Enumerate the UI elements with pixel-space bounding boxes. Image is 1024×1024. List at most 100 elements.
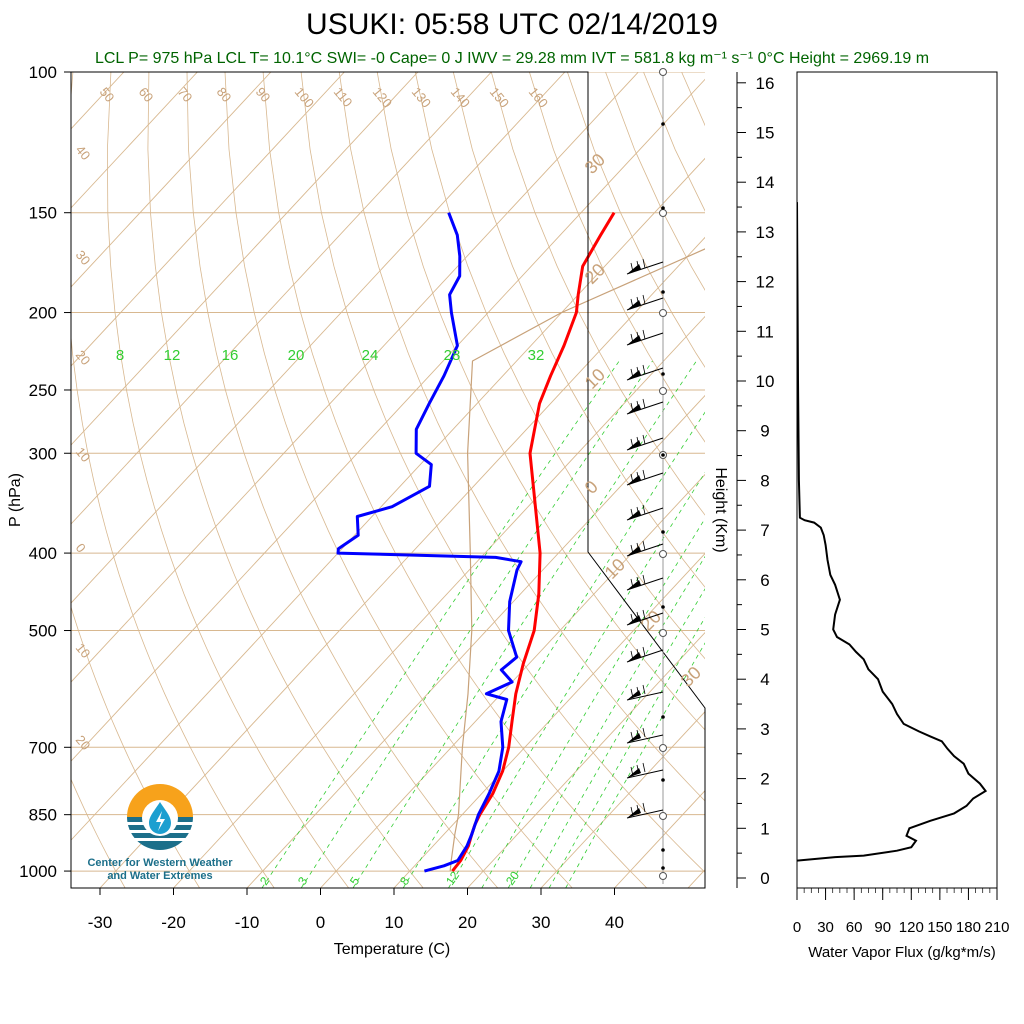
pressure-tick-label: 500 [29, 622, 57, 641]
cw3e-logo: Center for Western Weather and Water Ext… [85, 782, 235, 883]
mixing-ratio-lower-label: 5 [347, 874, 362, 888]
wind-barb [626, 574, 664, 591]
barb-level-dot [661, 290, 665, 294]
isotherm-line [173, 315, 705, 888]
isotherm-line [71, 157, 705, 841]
y-axis-label: P (hPa) [7, 473, 24, 527]
pressure-tick-label: 700 [29, 738, 57, 757]
isotherm-label: 20 [73, 732, 94, 753]
mixing-ratio-label: 32 [528, 347, 545, 364]
mixing-ratio-line [448, 471, 705, 888]
mixing-ratio-label: 12 [164, 347, 181, 364]
height-tick-label: 14 [756, 173, 775, 192]
mixing-ratio-lower-label: 2 [257, 874, 272, 888]
flux-axis-label: Water Vapor Flux (g/kg*m/s) [808, 944, 996, 961]
flux-tick-label: 60 [846, 919, 863, 936]
adiabat-label: 130 [409, 84, 434, 110]
dry-adiabat [376, 72, 705, 731]
flux-panel: 0 30 60 90 120 150 180 210 Water Vapor Flux (g/k… [793, 71, 1010, 961]
barb-level-marker [659, 68, 667, 76]
isotherm-label: 40 [73, 142, 94, 163]
mixing-ratio-label: 28 [444, 347, 461, 364]
height-tick-label: 16 [756, 74, 775, 93]
adiabat-label: 110 [331, 84, 356, 110]
wind-barb [626, 802, 664, 819]
height-tick-label: 9 [760, 422, 769, 441]
flux-tick-label: 210 [984, 919, 1009, 936]
logo-text: Center for Western Weather and Water Ext… [85, 857, 235, 883]
dry-adiabat [452, 72, 705, 588]
wind-barb [626, 609, 664, 626]
dry-adiabat [414, 72, 705, 660]
chart-subtitle: LCL P= 975 hPa LCL T= 10.1°C SWI= -0 Cap… [94, 50, 930, 67]
adiabat-label: 60 [136, 84, 157, 105]
isotherm-label: 30 [73, 247, 94, 268]
series-parcel [449, 248, 705, 872]
flux-tick-label: 0 [793, 919, 801, 936]
mixing-ratio-label: 8 [116, 347, 124, 364]
wind-barb [626, 504, 664, 521]
barb-level-marker [659, 872, 667, 880]
wind-barb [626, 398, 664, 415]
isotherm-line [71, 78, 705, 762]
adiabat-label: 150 [487, 84, 512, 110]
barb-level-dot [661, 453, 665, 457]
temperature-tick-label: 10 [385, 913, 404, 932]
adiabat-label: 160 [526, 84, 551, 110]
dry-adiabat [300, 72, 705, 873]
height-tick-label: 0 [760, 869, 769, 888]
height-tick-label: 5 [760, 621, 769, 640]
isotherm-right-label: 0 [581, 477, 602, 498]
dry-adiabat [681, 72, 705, 127]
isotherm-line [71, 72, 272, 288]
temperature-tick-label: 0 [316, 913, 325, 932]
temperature-tick-label: -20 [161, 913, 186, 932]
isotherm-line [99, 236, 705, 888]
dry-adiabat [147, 72, 424, 888]
dry-adiabat [834, 72, 1024, 888]
wind-barb [626, 294, 664, 311]
logo-line-1: Center for Western Weather [87, 857, 233, 869]
mixing-ratio-line [261, 360, 620, 888]
mixing-ratio-label: 24 [362, 347, 379, 364]
isotherm-line [71, 72, 419, 446]
wind-barb [626, 727, 664, 744]
skewt-profiles [336, 211, 705, 873]
pressure-tick-label: 200 [29, 304, 57, 323]
flux-border [796, 71, 998, 889]
barb-level-dot [661, 848, 665, 852]
isotherm-right-label: 30 [677, 663, 705, 691]
barb-level-dot [661, 866, 665, 870]
dry-adiabat [106, 72, 350, 888]
adiabat-label: 80 [214, 84, 235, 105]
height-tick-label: 15 [756, 124, 775, 143]
barb-level-dot [661, 778, 665, 782]
isotherm-line [320, 473, 705, 888]
dry-adiabat [186, 72, 499, 888]
isotherm-line [71, 72, 566, 604]
dry-adiabat [71, 72, 275, 888]
isotherm-line [393, 552, 705, 888]
barb-level-dot [661, 715, 665, 719]
dry-adiabat [758, 72, 1024, 888]
wind-barb [626, 646, 664, 663]
height-tick-label: 6 [760, 571, 769, 590]
temperature-tick-label: 40 [605, 913, 624, 932]
skewt-grid [71, 72, 1024, 888]
height-tick-label: 3 [760, 720, 769, 739]
height-tick-label: 11 [756, 322, 774, 341]
isotherm-line [71, 72, 198, 209]
dry-adiabat [490, 72, 705, 516]
barb-level-dot [661, 530, 665, 534]
mixing-ratio-line [565, 642, 705, 888]
pressure-tick-label: 1000 [19, 862, 57, 881]
wind-barb [626, 684, 664, 701]
adiabat-label: 50 [97, 84, 118, 105]
isotherm-line [467, 631, 705, 888]
plot-border [70, 71, 706, 889]
wind-barb-column [626, 68, 667, 884]
pressure-tick-label: 100 [29, 63, 57, 82]
barb-level-marker [659, 550, 667, 558]
wind-barb [626, 434, 664, 451]
mixing-ratio-line [300, 360, 653, 888]
